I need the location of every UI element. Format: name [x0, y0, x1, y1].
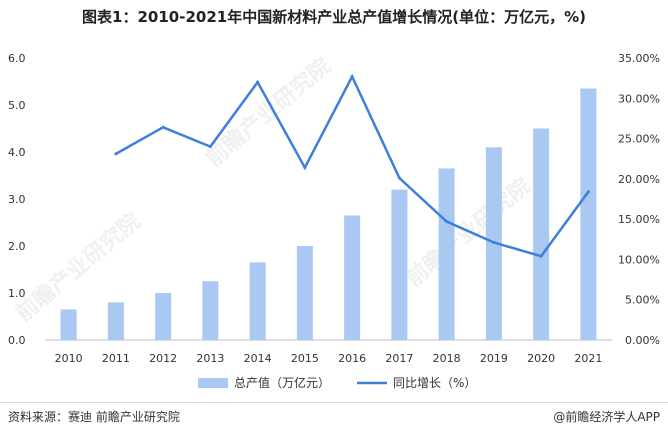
x-tick-label: 2019 [480, 352, 508, 365]
bar [155, 293, 172, 340]
y-right-tick-label: 35.00% [618, 52, 660, 65]
y-right-tick-label: 25.00% [618, 133, 660, 146]
x-tick-label: 2017 [385, 352, 413, 365]
line-point [208, 145, 212, 149]
x-tick-label: 2015 [291, 352, 319, 365]
legend-label-bar: 总产值（万亿元） [234, 375, 330, 390]
bar [296, 246, 313, 340]
x-tick-label: 2020 [527, 352, 555, 365]
footer: 资料来源：赛迪 前瞻产业研究院 @前瞻经济学人APP [8, 408, 660, 428]
x-tick-label: 2010 [55, 352, 83, 365]
chart-title: 图表1：2010-2021年中国新材料产业总产值增长情况(单位：万亿元，%) [82, 8, 586, 26]
bar [249, 262, 266, 340]
y-right-tick-label: 20.00% [618, 173, 660, 186]
y-right-tick-label: 10.00% [618, 253, 660, 266]
y-right-tick-label: 15.00% [618, 213, 660, 226]
x-tick-label: 2014 [244, 352, 272, 365]
bar [107, 302, 124, 340]
chart-canvas: 0.0 1.0 2.0 3.0 4.0 5.0 6.0 0.00% 5.00% 10.00% 15.… [8, 52, 660, 390]
bar [438, 168, 455, 340]
legend-label-line: 同比增长（%） [393, 376, 476, 390]
bar [533, 128, 550, 340]
bar [60, 309, 77, 340]
y-right-tick-label: 30.00% [618, 92, 660, 105]
line-point [114, 152, 118, 156]
line-point [397, 176, 401, 180]
line-point [350, 75, 354, 79]
bar [580, 88, 597, 340]
y-right-tick-label: 5.00% [625, 294, 660, 307]
y-right-tick-label: 0.00% [625, 334, 660, 347]
line-point [539, 254, 543, 258]
line-point [161, 125, 165, 129]
x-tick-label: 2011 [102, 352, 130, 365]
x-tick-label: 2012 [149, 352, 177, 365]
line-point [492, 241, 496, 245]
line-point [303, 166, 307, 170]
y-left-tick-label: 5.0 [8, 99, 26, 112]
bar [202, 281, 219, 340]
bar [391, 189, 408, 340]
line-point [586, 190, 590, 194]
y-left-tick-label: 3.0 [8, 193, 26, 206]
source-note: 资料来源：赛迪 前瞻产业研究院 [8, 410, 180, 424]
y-left-tick-label: 4.0 [8, 146, 26, 159]
y-left-tick-label: 0.0 [8, 334, 26, 347]
brand-credit: @前瞻经济学人APP [553, 410, 660, 424]
line-point [256, 80, 260, 84]
x-tick-label: 2013 [196, 352, 224, 365]
legend-swatch-bar [198, 378, 228, 388]
y-left-tick-label: 6.0 [8, 52, 26, 65]
x-tick-label: 2021 [574, 352, 602, 365]
bar [344, 215, 361, 340]
footer-divider [0, 402, 668, 403]
y-left-tick-label: 1.0 [8, 287, 26, 300]
x-tick-label: 2016 [338, 352, 366, 365]
line-point [445, 220, 449, 224]
x-tick-label: 2018 [433, 352, 461, 365]
y-left-tick-label: 2.0 [8, 240, 26, 253]
